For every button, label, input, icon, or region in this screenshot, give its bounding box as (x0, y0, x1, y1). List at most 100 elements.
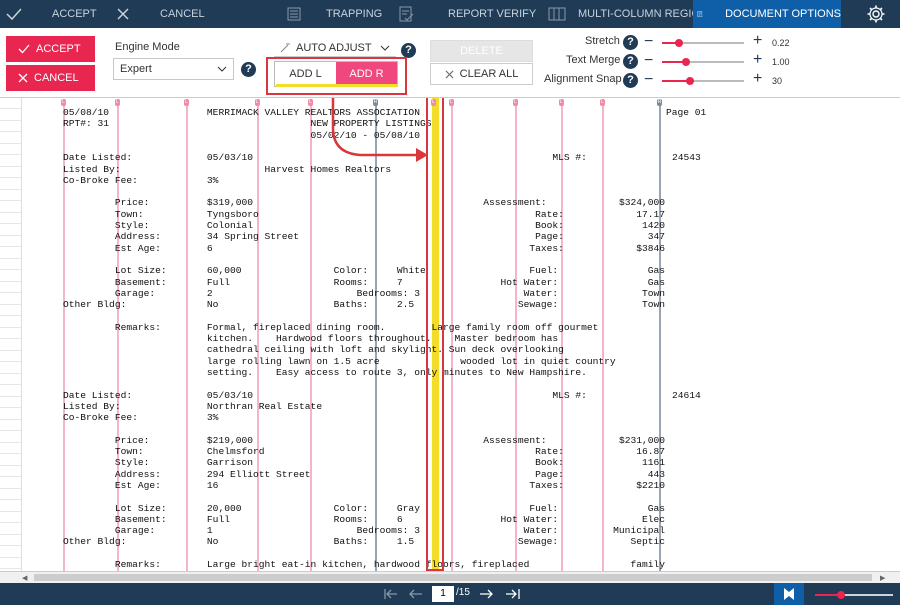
alignment-snap-plus-button[interactable]: + (753, 70, 763, 87)
column-guide[interactable] (602, 100, 604, 571)
document-value: Page 01 (666, 107, 707, 118)
text-merge-plus-button[interactable]: + (753, 51, 763, 68)
column-marker[interactable]: L (61, 99, 66, 106)
gutter-line (0, 476, 22, 477)
add-left-button[interactable]: ADD L (275, 62, 336, 86)
document-value: Town (641, 299, 665, 311)
horizontal-scrollbar[interactable]: ◀ ▶ (0, 571, 900, 583)
alignment-snap-help-icon[interactable]: ? (623, 73, 638, 88)
text-merge-help-icon[interactable]: ? (623, 54, 638, 69)
engine-mode-select[interactable]: Expert (113, 58, 234, 80)
column-guide[interactable] (375, 100, 377, 571)
column-guide[interactable] (561, 100, 563, 571)
next-page-icon[interactable] (478, 588, 494, 600)
column-guide[interactable] (451, 100, 453, 571)
zoom-slider[interactable] (815, 594, 893, 596)
column-guide[interactable] (117, 100, 119, 571)
document-line: Price: $219,000 Assessment: (63, 434, 547, 446)
document-viewer[interactable]: L L L L L R L L L L R L 05/08/10 MERRIMACK VALLEY R… (0, 98, 900, 571)
cancel-toolbar-button[interactable]: CANCEL (116, 0, 205, 28)
column-guide[interactable] (310, 100, 312, 571)
settings-button[interactable] (866, 0, 886, 28)
document-line: Town: Chelmsford Rate: (63, 446, 564, 457)
alignment-snap-slider[interactable] (662, 80, 744, 82)
text-merge-minus-button[interactable]: − (644, 52, 654, 69)
text-merge-slider[interactable] (662, 61, 744, 63)
column-marker[interactable]: R (657, 99, 662, 106)
gutter-line (0, 257, 22, 259)
column-guide[interactable] (257, 100, 259, 571)
column-marker[interactable]: L (308, 99, 313, 106)
column-guide[interactable] (515, 100, 517, 571)
document-line: Basement: Full Rooms: 7 Hot Water: (63, 276, 559, 288)
column-marker[interactable]: L (513, 99, 518, 106)
document-line: Style: Garrison Book: (63, 457, 564, 469)
scroll-left-icon[interactable]: ◀ (22, 575, 28, 582)
accept-toolbar-button[interactable]: ACCEPT (6, 0, 97, 28)
document-line: RPT#: 31 NEW PROPERTY LISTINGS (63, 118, 432, 130)
gear-icon (867, 5, 885, 23)
trapping-toolbar-button[interactable]: TRAPPING (286, 0, 382, 28)
cancel-toolbar-label: CANCEL (160, 8, 205, 20)
previous-page-icon[interactable] (408, 588, 424, 600)
column-marker[interactable]: L (449, 99, 454, 106)
gutter-line (0, 464, 22, 466)
zoom-slider-fill (815, 594, 840, 596)
accept-button-label: ACCEPT (36, 43, 81, 55)
stretch-help-icon[interactable]: ? (623, 35, 638, 50)
column-marker[interactable]: L (184, 99, 189, 106)
column-guide[interactable] (659, 100, 661, 571)
document-line: kitchen. Hardwood floors throughout. Mas… (63, 333, 559, 344)
stretch-slider-knob[interactable] (675, 39, 683, 47)
add-right-button[interactable]: ADD R (336, 62, 397, 86)
stretch-label: Stretch (585, 35, 620, 47)
document-line: Basement: Full Rooms: 6 Hot Water: (63, 513, 559, 525)
columns-icon (548, 7, 566, 21)
accept-button[interactable]: ACCEPT (6, 36, 95, 62)
gutter-line (0, 556, 22, 558)
text-merge-slider-knob[interactable] (682, 58, 690, 66)
fit-page-button[interactable] (774, 583, 804, 605)
alignment-snap-minus-button[interactable]: − (644, 71, 654, 88)
clear-all-button[interactable]: CLEAR ALL (430, 63, 533, 85)
options-bar: ACCEPT CANCEL Engine Mode Expert ? AUTO … (0, 28, 900, 98)
report-verify-toolbar-button[interactable]: REPORT VERIFY (398, 0, 536, 28)
column-guide[interactable] (63, 100, 65, 571)
auto-adjust-label: AUTO ADJUST (296, 41, 372, 54)
page-number-input[interactable]: 1 (432, 586, 454, 602)
stretch-slider[interactable] (662, 42, 744, 44)
column-marker[interactable]: L (255, 99, 260, 106)
document-line: Est Age: 16 Taxes: (63, 479, 564, 491)
last-page-icon[interactable] (504, 588, 522, 600)
gutter-line (0, 165, 22, 167)
document-value: $231,000 (618, 434, 665, 446)
stretch-plus-button[interactable]: + (753, 32, 763, 49)
multi-column-region-toolbar-button[interactable]: MULTI-COLUMN REGION (548, 0, 708, 28)
document-options-toolbar-button[interactable]: DOCUMENT OPTIONS (693, 0, 841, 28)
stretch-minus-button[interactable]: − (644, 33, 654, 50)
engine-mode-help-icon[interactable]: ? (241, 62, 256, 77)
document-value: Elec (641, 513, 665, 525)
auto-adjust-select[interactable]: AUTO ADJUST (274, 39, 396, 57)
gutter-line (0, 188, 22, 190)
column-marker[interactable]: L (431, 99, 436, 106)
first-page-icon[interactable] (383, 588, 399, 600)
column-guide[interactable] (186, 100, 188, 571)
column-marker[interactable]: R (373, 99, 378, 106)
auto-adjust-help-icon[interactable]: ? (401, 43, 416, 58)
trapping-icon (287, 7, 301, 21)
column-marker[interactable]: L (559, 99, 564, 106)
stretch-value: 0.22 (772, 38, 790, 48)
selected-column-band[interactable] (432, 98, 439, 571)
zoom-slider-knob[interactable] (837, 591, 845, 599)
document-line: Other Bldg: No Baths: 1.5 Sewage: (63, 536, 559, 548)
column-marker[interactable]: L (600, 99, 605, 106)
delete-button[interactable]: DELETE (430, 40, 533, 62)
cancel-button[interactable]: CANCEL (6, 65, 95, 91)
horizontal-scroll-thumb[interactable] (34, 574, 872, 581)
scroll-right-icon[interactable]: ▶ (880, 575, 886, 582)
document-value: 17.17 (636, 208, 665, 220)
column-marker[interactable]: L (115, 99, 120, 106)
alignment-snap-slider-knob[interactable] (686, 77, 694, 85)
document-line: cathedral ceiling with loft and skylight… (63, 344, 564, 356)
